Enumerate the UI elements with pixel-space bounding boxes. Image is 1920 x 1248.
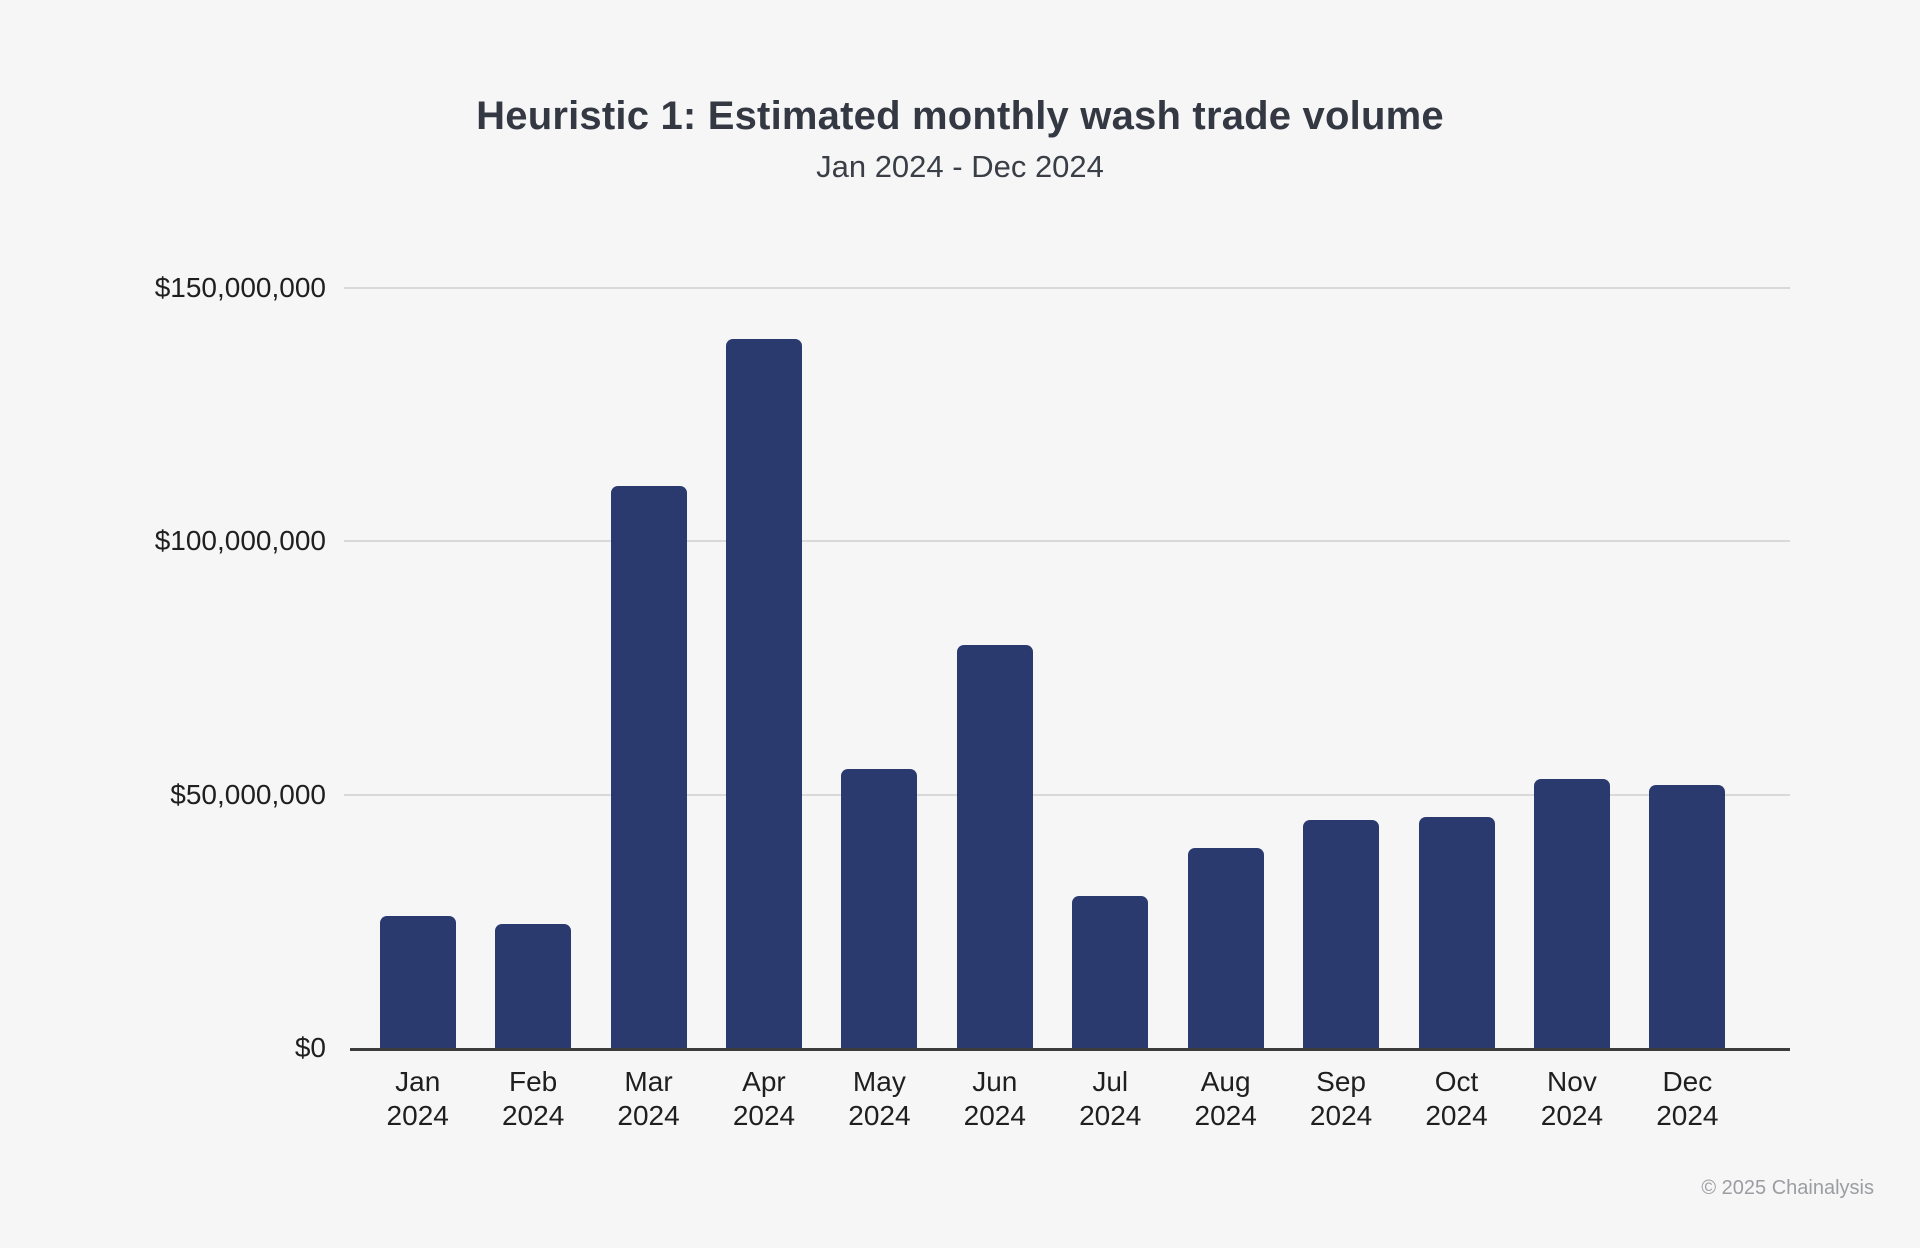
x-tick-label: Feb 2024 <box>501 1066 565 1131</box>
x-tick-label: Nov 2024 <box>1540 1066 1604 1131</box>
bar-aug-2024 <box>1187 847 1264 1048</box>
x-tick-label: Oct 2024 <box>1425 1066 1488 1131</box>
gridline <box>344 287 1790 289</box>
gridline <box>344 540 1790 543</box>
bar-slot: Mar 2024 <box>591 288 706 1131</box>
y-tick-label: $0 <box>294 1032 326 1063</box>
bar-oct-2024 <box>1418 817 1495 1048</box>
x-tick-label: Apr 2024 <box>732 1066 796 1131</box>
bar-nov-2024 <box>1533 779 1610 1048</box>
x-tick-label: Jul 2024 <box>1079 1066 1142 1131</box>
x-tick-label: Dec 2024 <box>1656 1066 1719 1131</box>
bar-sep-2024 <box>1303 820 1380 1048</box>
bar-jan-2024 <box>379 916 456 1048</box>
y-tick-label: $150,000,000 <box>154 272 326 303</box>
plot-area: $0 $50,000,000 $100,000,000 $150,000,000 Ja… <box>155 272 1790 1131</box>
y-tick-label: $50,000,000 <box>170 778 326 810</box>
x-tick-label: May 2024 <box>848 1066 911 1131</box>
bar-series: Jan 2024 Feb 2024 Mar 2024 Apr 2024 May 2024 Jun 20… <box>350 288 1790 1131</box>
copyright: © 2025 Chainalysis <box>1701 1177 1874 1199</box>
bar-slot: Nov 2024 <box>1514 288 1629 1131</box>
bar-slot: Dec 2024 <box>1630 288 1745 1131</box>
bar-slot: Aug 2024 <box>1168 288 1283 1131</box>
chart-subtitle: Jan 2024 - Dec 2024 <box>816 149 1104 184</box>
bar-jun-2024 <box>956 645 1033 1048</box>
gridline <box>344 793 1790 796</box>
x-tick-label: Sep 2024 <box>1309 1066 1373 1131</box>
bar-may-2024 <box>841 769 918 1048</box>
bar-apr-2024 <box>725 338 802 1048</box>
bar-slot: Sep 2024 <box>1283 288 1398 1131</box>
bar-slot: Apr 2024 <box>706 288 821 1131</box>
chart-title: Heuristic 1: Estimated monthly wash trad… <box>476 94 1444 138</box>
x-tick-label: Jan 2024 <box>386 1066 449 1131</box>
chart-header: Heuristic 1: Estimated monthly wash trad… <box>0 94 1920 185</box>
bar-slot: Jun 2024 <box>937 288 1052 1131</box>
x-tick-label: Mar 2024 <box>617 1066 680 1131</box>
bar-slot: May 2024 <box>822 288 937 1131</box>
y-tick-label: $100,000,000 <box>154 525 326 557</box>
bar-feb-2024 <box>495 923 572 1048</box>
bar-mar-2024 <box>610 485 687 1048</box>
bar-slot: Jan 2024 <box>360 288 475 1131</box>
bar-slot: Oct 2024 <box>1399 288 1514 1131</box>
x-tick-label: Jun 2024 <box>963 1066 1026 1131</box>
bar-dec-2024 <box>1649 784 1726 1048</box>
bar-slot: Jul 2024 <box>1053 288 1168 1131</box>
x-tick-label: Aug 2024 <box>1194 1066 1257 1131</box>
bar-jul-2024 <box>1072 896 1149 1048</box>
bar-slot: Feb 2024 <box>475 288 590 1131</box>
